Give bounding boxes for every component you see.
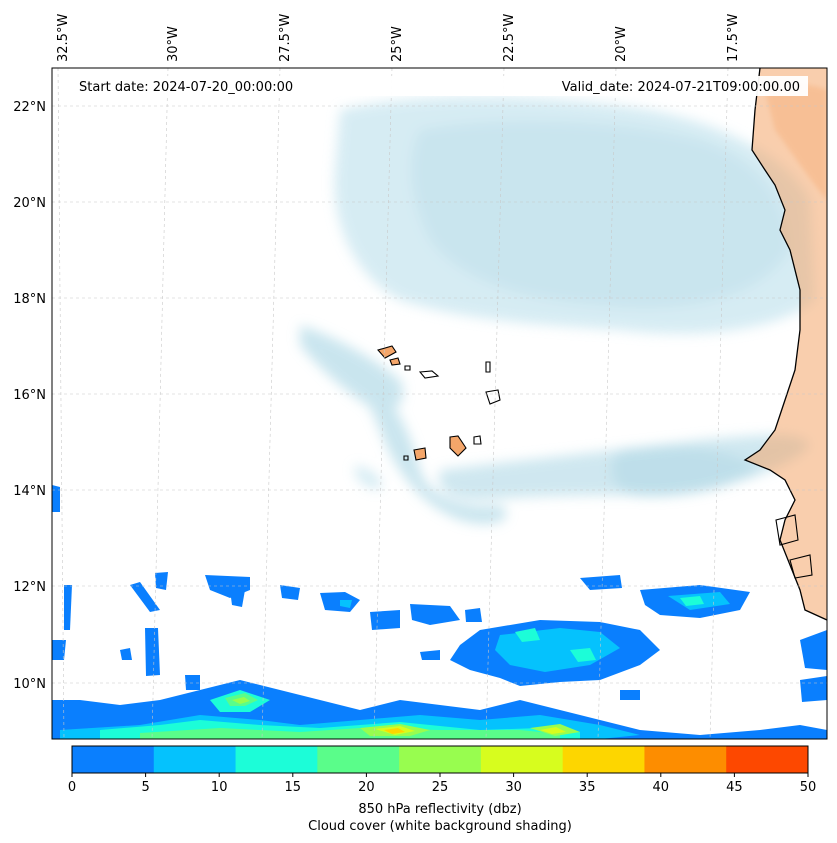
latitude-labels: 22°N 20°N 18°N 16°N 14°N 12°N 10°N [13,100,46,692]
colorbar-segment [480,746,564,773]
lon-label: 22.5°W [502,14,517,62]
colorbar-segment [726,746,809,773]
reflectivity-field [52,485,827,739]
colorbar-segment [317,746,400,773]
lon-label: 17.5°W [726,14,741,62]
lon-label: 30°W [166,26,181,62]
lon-label: 25°W [390,26,405,62]
longitude-labels: 32.5°W 30°W 27.5°W 25°W 22.5°W 20°W 17.5… [56,14,741,62]
lat-label: 12°N [13,580,46,595]
graticule [52,68,827,739]
colorbar-tick-label: 25 [432,780,449,795]
lon-label: 20°W [614,26,629,62]
colorbar: 0 5 10 15 20 25 30 35 40 45 50 [68,745,817,795]
colorbar-tick-label: 15 [285,780,302,795]
colorbar-tick-label: 20 [358,780,375,795]
lat-label: 14°N [13,484,46,499]
colorbar-tick-label: 45 [726,780,743,795]
lat-label: 18°N [13,292,46,307]
colorbar-tick-label: 50 [800,780,817,795]
colorbar-label-line2: Cloud cover (white background shading) [308,819,572,834]
lat-label: 20°N [13,196,46,211]
africa-land [745,68,827,739]
cape-verde-islands [377,345,501,461]
lon-label: 32.5°W [56,14,71,62]
colorbar-tick-label: 35 [579,780,596,795]
colorbar-segment [399,746,482,773]
colorbar-tick-label: 40 [653,780,670,795]
colorbar-segment [644,746,727,773]
colorbar-label-line1: 850 hPa reflectivity (dbz) [358,802,521,817]
valid-date-label: Valid_date: 2024-07-21T09:00:00.00 [562,80,800,95]
colorbar-tick-label: 30 [505,780,522,795]
colorbar-segment [235,746,318,773]
map-frame [51,67,828,740]
colorbar-tick-label: 5 [141,780,149,795]
colorbar-tick-label: 10 [211,780,228,795]
colorbar-segment [153,746,237,773]
lat-label: 16°N [13,388,46,403]
colorbar-segment [562,746,645,773]
colorbar-tick-label: 0 [68,780,76,795]
cloud-cover-shading [300,96,815,525]
lat-label: 10°N [13,677,46,692]
colorbar-segment [72,746,155,773]
lon-label: 27.5°W [278,14,293,62]
start-date-label: Start date: 2024-07-20_00:00:00 [79,80,293,95]
lat-label: 22°N [13,100,46,115]
